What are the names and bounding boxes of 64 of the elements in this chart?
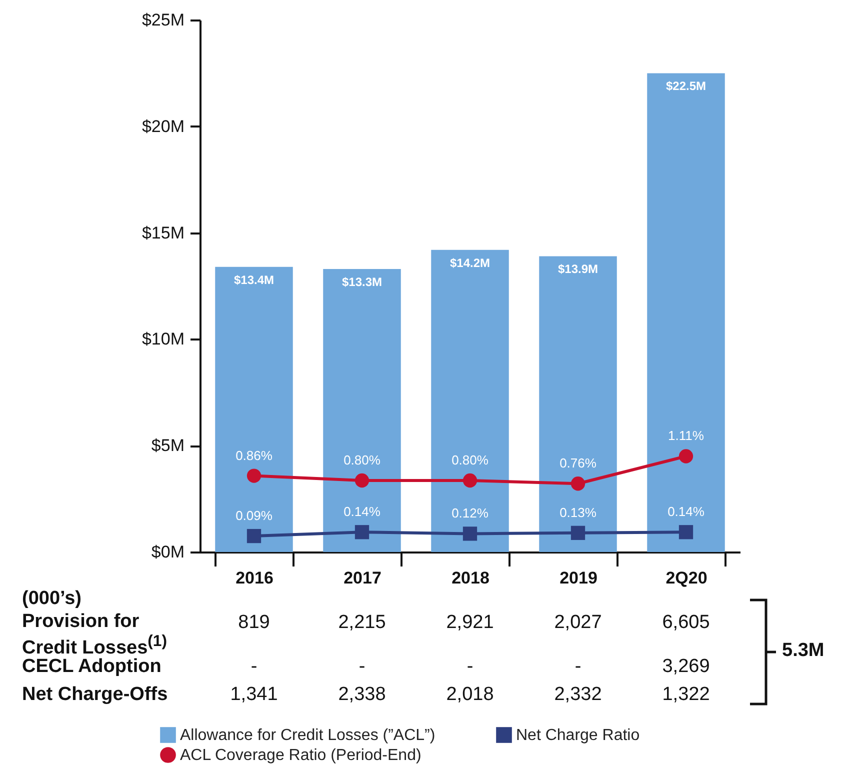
text: -: [574, 656, 582, 678]
text: 2,338: [338, 684, 386, 706]
text: 5.3M: [782, 640, 824, 662]
text: 3,269: [662, 656, 710, 678]
bar: [647, 73, 725, 552]
x-tick-label: 2Q20: [666, 568, 708, 588]
text: 2,332: [554, 684, 602, 706]
text: 1,322: [662, 684, 710, 706]
y-tick-label: $25M: [142, 10, 184, 30]
legend-label: Allowance for Credit Losses (”ACL”): [180, 727, 436, 744]
data-label: $14.2M: [450, 256, 490, 270]
bar: [323, 268, 401, 552]
point: [354, 525, 370, 540]
x-tick-label: 2016: [236, 568, 274, 588]
text: Provision for Credit Losses$^{(1)}$: [22, 611, 168, 658]
point: [678, 449, 694, 464]
text: -: [466, 656, 474, 678]
data-label: $13.9M: [558, 262, 598, 276]
point: [462, 526, 478, 541]
data-label: 0.12%: [452, 506, 489, 521]
text: Net Charge-Offs: [22, 684, 168, 706]
point: [354, 473, 370, 488]
y-tick-label: $5M: [151, 436, 184, 456]
text: 2,018: [446, 684, 494, 706]
text: 2,027: [554, 612, 602, 634]
text: (000’s): [22, 588, 82, 610]
data-label: 0.13%: [560, 504, 597, 520]
data-label: 0.76%: [560, 456, 597, 471]
point: [570, 476, 586, 491]
point: [678, 525, 694, 540]
data-label: $13.3M: [342, 274, 382, 289]
x-tick-label: 2017: [344, 568, 382, 588]
legend-label: ACL Coverage Ratio (Period-End): [180, 747, 422, 764]
text: -: [358, 656, 366, 678]
x-tick-label: 2019: [560, 568, 598, 588]
data-label: 0.80%: [452, 452, 489, 468]
text: 1,341: [230, 684, 278, 706]
legend-label: Net Charge Ratio: [516, 727, 640, 744]
text: CECL Adoption: [22, 656, 162, 678]
data-label: 0.80%: [344, 452, 381, 468]
data-label: 1.11%: [668, 428, 704, 444]
y-tick-label: $10M: [142, 330, 184, 349]
y-tick-label: $0M: [151, 542, 184, 562]
bar: [539, 256, 617, 552]
point: [246, 468, 262, 483]
data-label: 0.86%: [236, 448, 273, 463]
data-label: $13.4M: [234, 272, 274, 287]
text: -: [250, 656, 258, 678]
text: 819: [238, 612, 270, 634]
text: 6,605: [662, 612, 710, 634]
data-label: 0.14%: [344, 504, 381, 520]
data-label: 0.14%: [668, 504, 705, 520]
bar: [431, 250, 509, 552]
bar: [215, 266, 293, 552]
text: 2,921: [446, 612, 494, 634]
y-tick-label: $15M: [142, 223, 184, 242]
data-label: 0.09%: [236, 508, 273, 524]
text: 2,215: [338, 612, 386, 634]
point: [246, 528, 262, 544]
data-label: $22.5M: [666, 79, 706, 94]
point: [462, 473, 478, 488]
point: [570, 526, 586, 540]
x-tick-label: 2018: [452, 568, 490, 588]
y-tick-label: $20M: [142, 116, 184, 136]
